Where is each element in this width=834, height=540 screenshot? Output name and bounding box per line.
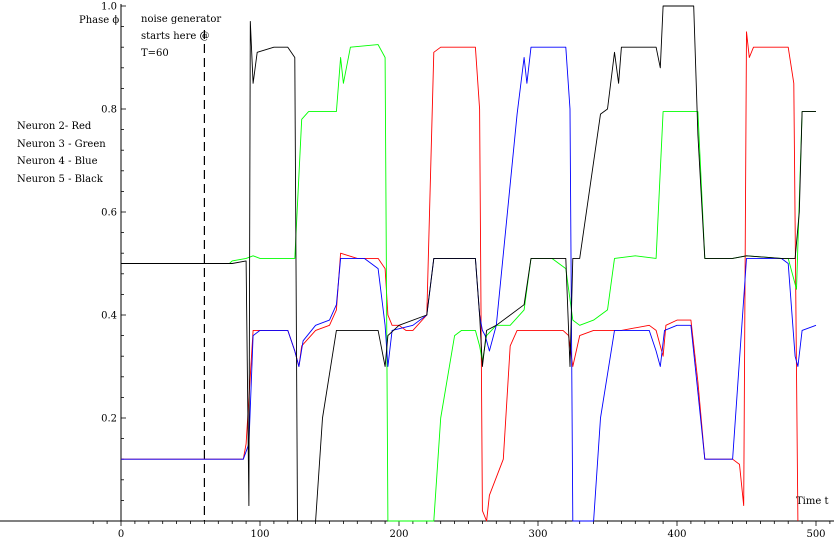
- legend-line-red: Neuron 2- Red: [17, 121, 92, 132]
- x-tick-label: 300: [528, 529, 547, 540]
- x-axis-label: Time t: [796, 496, 828, 507]
- y-tick-label: 0.8: [101, 105, 117, 116]
- series-line-neuron-4-blue: [121, 46, 817, 522]
- x-tick-label: 500: [806, 529, 825, 540]
- series-line-neuron-3-green: [121, 44, 816, 522]
- x-tick-label: 100: [250, 529, 269, 540]
- legend-line-green: Neuron 3 - Green: [17, 139, 106, 150]
- x-tick-label: 0: [118, 529, 124, 540]
- annotation-line-2: starts here @: [141, 31, 209, 42]
- y-ticks: 0.2 0.4 0.6 0.8 1.0: [101, 2, 126, 501]
- y-tick-label: 0.4: [101, 311, 117, 322]
- x-tick-label: 200: [389, 529, 408, 540]
- y-axis-label: Phase ϕ: [79, 15, 119, 26]
- y-tick-label: 1.0: [101, 2, 117, 13]
- series-line-neuron-5-black: [121, 5, 816, 522]
- legend-line-black: Neuron 5 - Black: [17, 174, 104, 185]
- x-ticks: 0 100 200 300 400 500: [92, 521, 831, 540]
- series-layer: [121, 5, 817, 522]
- legend-line-blue: Neuron 4 - Blue: [17, 156, 98, 167]
- x-tick-label: 400: [667, 529, 686, 540]
- series-line-neuron-2-red: [121, 31, 799, 522]
- annotation-line-1: noise generator: [141, 14, 221, 25]
- annotation-line-3: T=60: [141, 48, 169, 59]
- y-tick-label: 0.6: [101, 208, 117, 219]
- y-tick-label: 0.2: [101, 414, 117, 425]
